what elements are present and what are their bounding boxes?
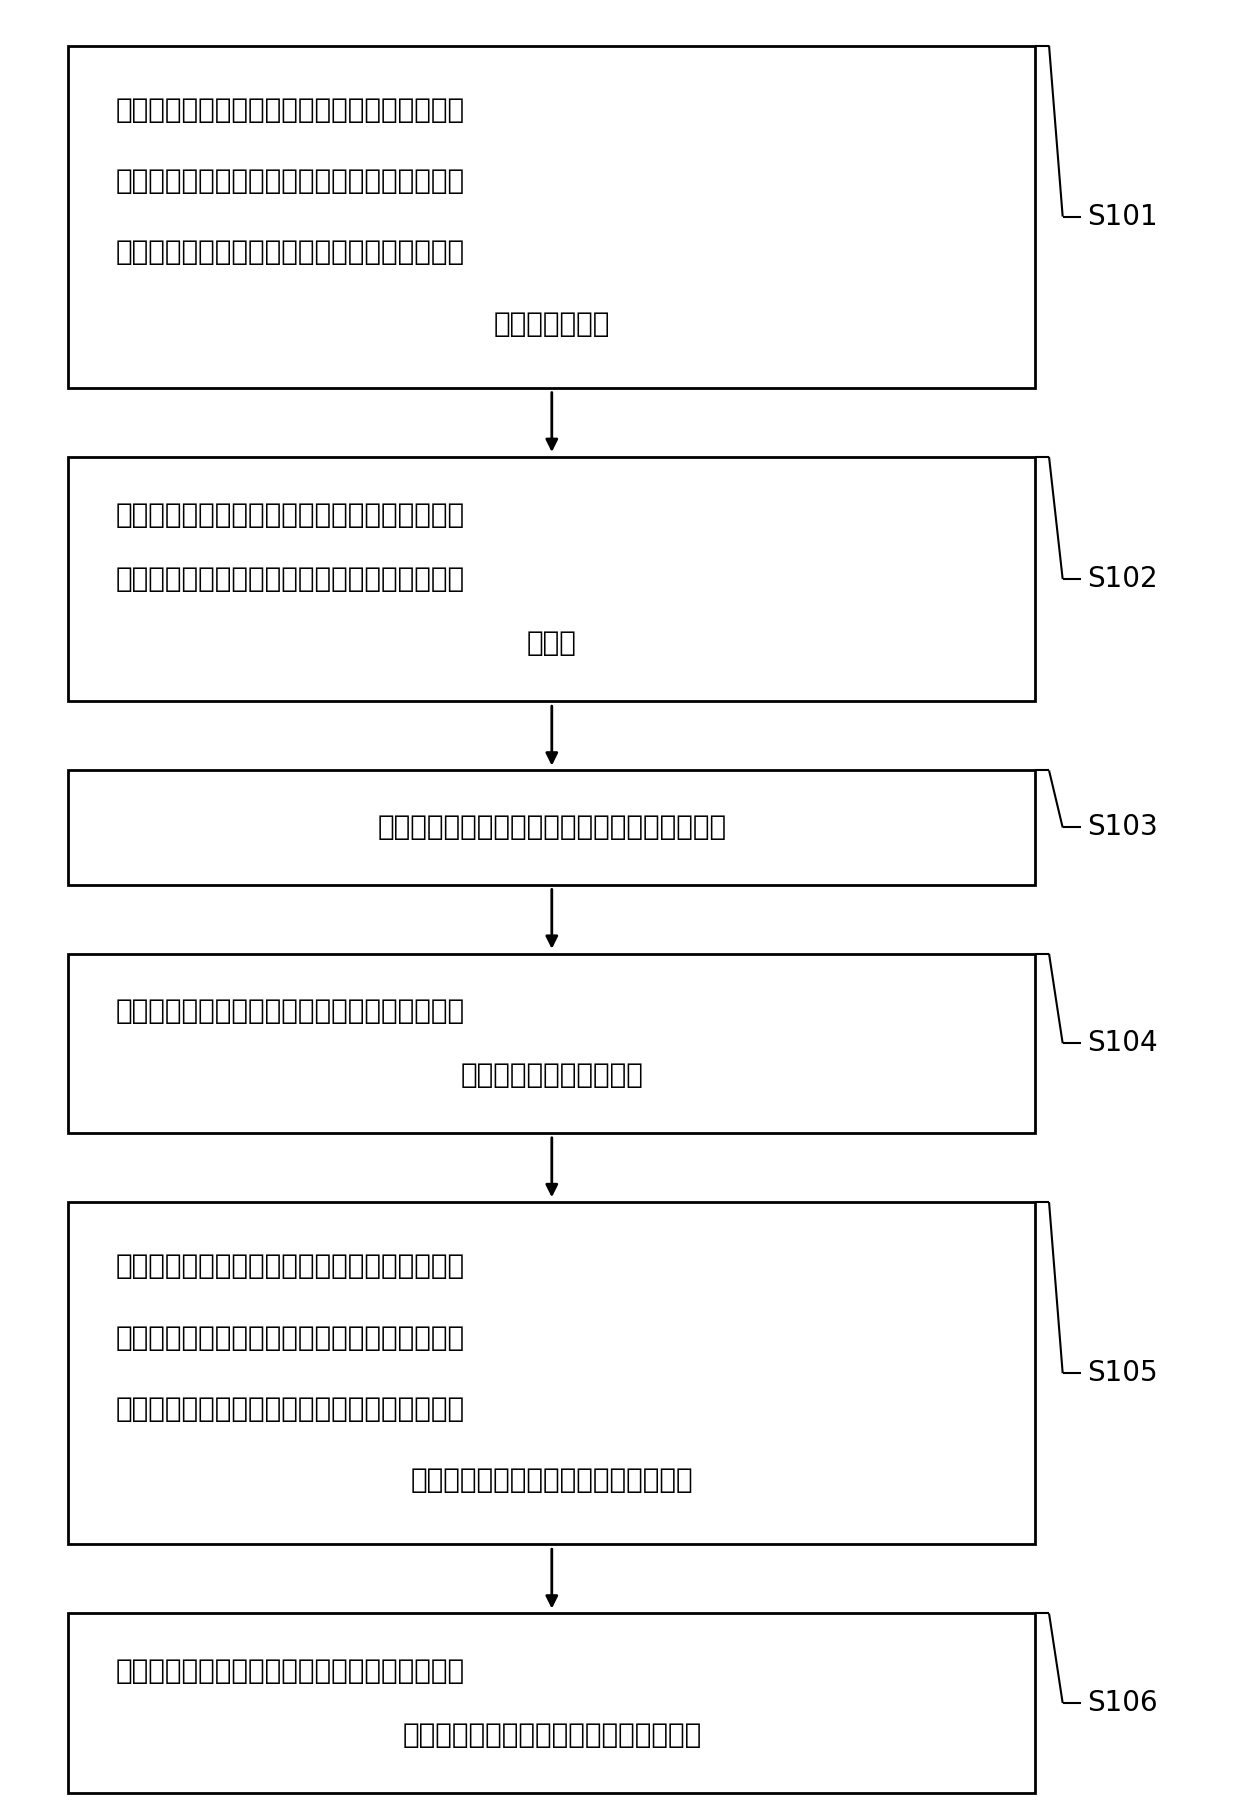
Text: S103: S103 [1087, 814, 1158, 841]
Text: 将所述第二沉淠物离心洗洤后对其干燥，得到含: 将所述第二沉淠物离心洗洤后对其干燥，得到含 [115, 1656, 465, 1685]
Text: 在两个烧杯中加入去离子水，将五水确酸铋和碘: 在两个烧杯中加入去离子水，将五水确酸铋和碘 [115, 96, 465, 124]
Text: 磁力搅拌后静置沉淠，得到第二沉淠物: 磁力搅拌后静置沉淠，得到第二沉淠物 [410, 1467, 693, 1494]
Text: S104: S104 [1087, 1030, 1158, 1057]
Text: 化钒滴加到两个烧杯中，在室温下对五水确酸铋: 化钒滴加到两个烧杯中，在室温下对五水确酸铋 [115, 167, 465, 195]
Text: 将所述纯四方晶相的碘氧化铋纳米片光催化剂用: 将所述纯四方晶相的碘氧化铋纳米片光催化剂用 [115, 1252, 465, 1279]
Text: S105: S105 [1087, 1360, 1158, 1387]
Text: 还原剂对其进行还原，磁力搅拌后静置沉淠，然: 还原剂对其进行还原，磁力搅拌后静置沉淠，然 [115, 1323, 465, 1352]
Bar [68, 457, 1035, 701]
Text: 液和碘化钒溶液: 液和碘化钒溶液 [494, 309, 610, 337]
Text: 将所述第一沉淠物进行干燥，得到纯四方晶相的: 将所述第一沉淠物进行干燥，得到纯四方晶相的 [115, 997, 465, 1025]
Bar [68, 1201, 1035, 1545]
Text: 将所述砖红色沉淠物离心洗洤，得到第一沉淠物: 将所述砖红色沉淠物离心洗洤，得到第一沉淠物 [377, 814, 727, 841]
Text: 和碘化钒进行磁力搅拌，分别得到五水确酸铋溶: 和碘化钒进行磁力搅拌，分别得到五水确酸铋溶 [115, 238, 465, 266]
Text: S106: S106 [1087, 1689, 1158, 1716]
Text: 后将还原剂溶液滴加到碘氧化铋溶液中，室温下: 后将还原剂溶液滴加到碘氧化铋溶液中，室温下 [115, 1394, 465, 1423]
Text: 在水浴加热条件下，将碘化钒溶液滴加到五水确: 在水浴加热条件下，将碘化钒溶液滴加到五水确 [115, 501, 465, 530]
Bar [68, 770, 1035, 885]
Text: 碘氧化铋纳米片光催化剂: 碘氧化铋纳米片光催化剂 [460, 1061, 644, 1090]
Text: 有碘离子缺陷的铋复合碘氧化铋光催化剂: 有碘离子缺陷的铋复合碘氧化铋光催化剂 [402, 1722, 702, 1749]
Bar [68, 1614, 1035, 1793]
Text: S101: S101 [1087, 202, 1158, 231]
Text: 沉淠物: 沉淠物 [527, 630, 577, 657]
Text: S102: S102 [1087, 564, 1158, 593]
Bar [68, 46, 1035, 388]
Text: 酸铋溶液中，静置沉淠与溶液分离后得到砖红色: 酸铋溶液中，静置沉淠与溶液分离后得到砖红色 [115, 564, 465, 593]
Bar [68, 954, 1035, 1132]
